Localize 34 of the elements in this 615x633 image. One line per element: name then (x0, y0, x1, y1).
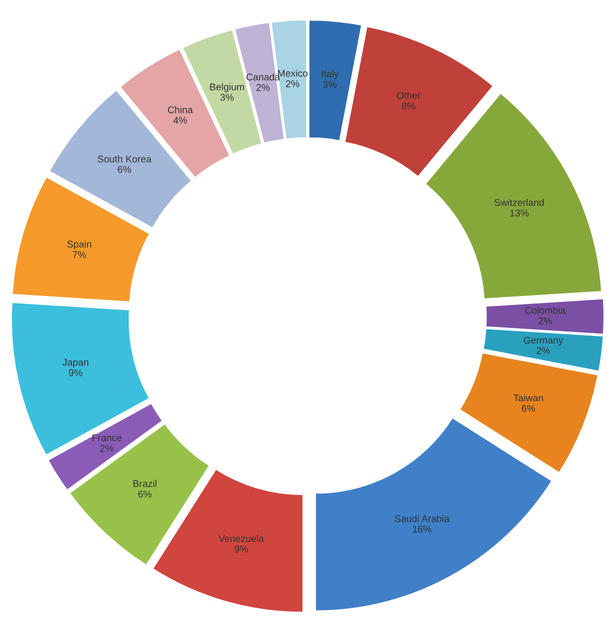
slice-label: Germany (524, 336, 564, 346)
data-label: 2% (256, 84, 270, 91)
slice-label: Colombia (525, 306, 566, 314)
slice-label: France (92, 434, 122, 442)
slice-label: Mexico (278, 70, 308, 77)
data-label: 6% (118, 166, 132, 173)
data-label: 9% (234, 546, 248, 553)
slice-label: Belgium (210, 83, 244, 92)
slice-label: Other (396, 92, 421, 99)
slice-label: Venezuela (218, 534, 264, 542)
slice-label: Spain (67, 240, 92, 250)
slice-label: Brazil (133, 480, 156, 488)
slice-label: South Korea (98, 155, 152, 162)
data-label: 9% (69, 369, 82, 376)
data-label: 4% (173, 116, 187, 124)
data-label: 8% (402, 102, 416, 110)
data-label: 3% (323, 80, 337, 88)
slice-label: China (168, 106, 193, 114)
slice-label: Canada (246, 73, 280, 80)
data-label: 6% (522, 404, 536, 412)
slice-label: Saudi Arabia (394, 514, 450, 522)
data-label: 13% (510, 210, 529, 216)
slice-label: Taiwan (514, 394, 543, 402)
data-label: 2% (538, 317, 552, 324)
data-label: 7% (72, 251, 86, 258)
data-label: 6% (138, 490, 152, 498)
data-label: 16% (412, 526, 432, 533)
slice-label: Switzerland (494, 198, 544, 206)
data-label: 2% (286, 80, 300, 88)
data-label: 3% (220, 94, 234, 101)
data-label: 2% (536, 347, 550, 354)
slice-label: Japan (62, 358, 88, 368)
slice-label: Italy (322, 70, 339, 80)
data-label: 2% (100, 444, 114, 452)
